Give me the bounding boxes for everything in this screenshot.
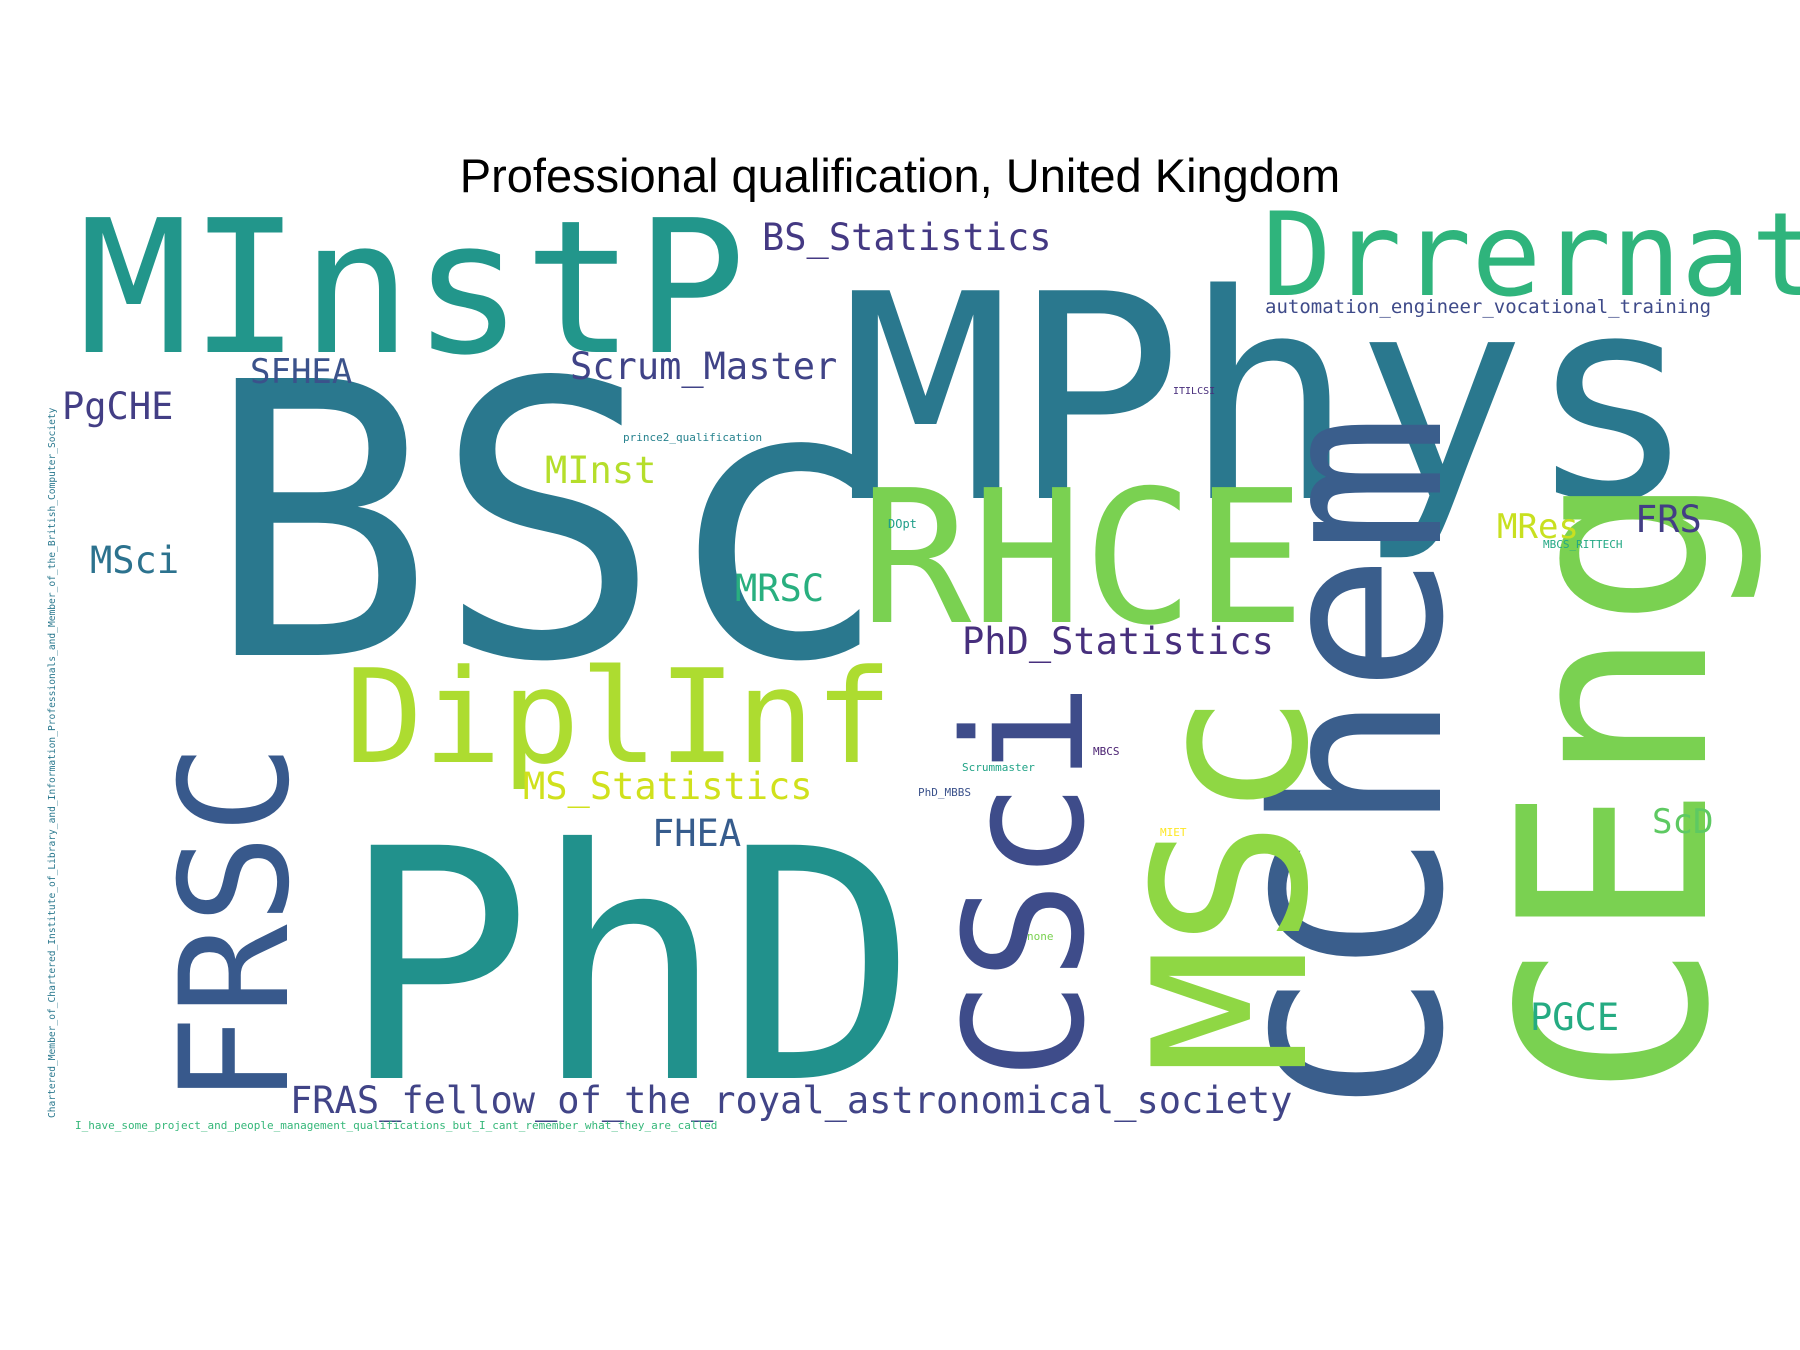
word-bs-statistics: BS_Statistics: [762, 216, 1052, 260]
word-scrum-master: Scrum_Master: [570, 345, 837, 389]
word-phd-mbbs: PhD_MBBS: [918, 786, 971, 799]
word-phd: PhD: [340, 782, 918, 1154]
word-prince2-qualification: prince2_qualification: [623, 431, 762, 444]
word-minstp: MInstP: [78, 180, 746, 396]
word-rhce: RHCE: [860, 450, 1306, 666]
word-mrsc: MRSC: [735, 567, 824, 610]
word-mres: MRes: [1497, 507, 1579, 547]
word-mphys: MPhys: [840, 234, 1698, 566]
word-phd-statistics: PhD_Statistics: [962, 620, 1274, 664]
word-dopt: DOpt: [888, 517, 917, 531]
word-mbcs-rittech: MBCS_RITTECH: [1543, 538, 1622, 551]
word-fhea: FHEA: [652, 812, 741, 855]
word-scd: ScD: [1652, 802, 1713, 842]
word-pgce: PGCE: [1530, 996, 1619, 1039]
word-drrernat: Drrernat: [1262, 188, 1800, 323]
word-mbcs: MBCS: [1093, 745, 1120, 758]
word-automation-engineer-vocational-training: automation_engineer_vocational_training: [1265, 296, 1711, 318]
word-ms-statistics: MS_Statistics: [523, 765, 813, 809]
word-chartered-member-of-chartered-institute-: Chartered_Member_of_Chartered_Institute_…: [47, 407, 58, 1118]
word-miet: MIET: [1160, 826, 1187, 839]
word-frsc: FRSC: [149, 744, 323, 1105]
word-i-have-some-project-and-people-managemen: I_have_some_project_and_people_managemen…: [75, 1119, 717, 1132]
word-scrummaster: Scrummaster: [962, 761, 1035, 774]
word-bsc: BSc: [205, 302, 891, 745]
word-csci: CSci: [929, 683, 1121, 1080]
word-msc: MSc: [1108, 692, 1355, 1075]
word-minst: MInst: [545, 449, 656, 492]
word-fras-fellow-of-the-royal-astronomical-so: FRAS_fellow_of_the_royal_astronomical_so…: [290, 1079, 1292, 1123]
word-msci: MSci: [90, 539, 179, 582]
word-none: none: [1027, 930, 1054, 943]
figure-title: Professional qualification, United Kingd…: [459, 149, 1341, 202]
word-ceng: CEng: [1465, 472, 1767, 1098]
word-itilcsi: ITILCSI: [1173, 386, 1215, 397]
word-frs: FRS: [1635, 498, 1702, 541]
word-diplinf: DiplInf: [345, 641, 893, 793]
word-cchem: CChem: [1225, 414, 1495, 1112]
word-sfhea: SFHEA: [250, 352, 352, 392]
word-pgche: PgCHE: [62, 385, 173, 428]
